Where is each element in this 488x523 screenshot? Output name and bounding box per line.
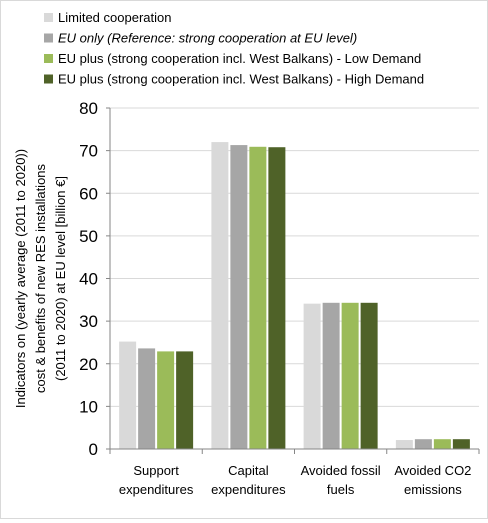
y-tick-label: 60 xyxy=(79,184,98,203)
y-tick-label: 30 xyxy=(79,312,98,331)
bar xyxy=(360,302,378,449)
bar xyxy=(395,440,413,449)
y-tick-label: 80 xyxy=(79,99,98,118)
y-tick-label: 50 xyxy=(79,227,98,246)
bar xyxy=(341,302,359,449)
legend-swatch xyxy=(44,13,53,22)
legend-label: EU plus (strong cooperation incl. West B… xyxy=(58,51,421,66)
y-tick-label: 70 xyxy=(79,142,98,161)
legend-item: EU only (Reference: strong cooperation a… xyxy=(44,31,357,46)
x-category-label: expenditures xyxy=(119,482,194,497)
x-category-label: expenditures xyxy=(211,482,286,497)
bar xyxy=(157,351,175,449)
bars xyxy=(119,142,470,450)
y-axis-label: Indicators on (yearly average (2011 to 2… xyxy=(13,149,68,408)
legend-swatch xyxy=(44,33,53,43)
legend-item: Limited cooperation xyxy=(44,10,171,25)
x-axis-category-labels: Support expenditures Capital expenditures Av… xyxy=(119,463,472,497)
legend-label: EU plus (strong cooperation incl. West B… xyxy=(58,72,424,87)
y-axis-title-line: cost & benefits of new RES installations xyxy=(33,163,48,393)
axes xyxy=(106,107,480,454)
bar xyxy=(268,147,286,449)
legend: Limited cooperation EU only (Reference: s… xyxy=(44,10,424,87)
bar xyxy=(176,351,194,449)
y-tick-label: 10 xyxy=(79,397,98,416)
bar xyxy=(414,439,432,449)
y-tick-label: 40 xyxy=(79,270,98,289)
bar xyxy=(230,145,248,450)
y-tick-label: 0 xyxy=(89,440,98,459)
y-axis-tick-labels: 0 10 20 30 40 50 60 70 80 xyxy=(79,99,98,459)
bar xyxy=(303,303,321,449)
legend-label: Limited cooperation xyxy=(58,10,171,25)
x-category-label: Avoided CO2 xyxy=(394,463,471,478)
bar xyxy=(211,142,229,449)
x-category-label: Capital xyxy=(228,463,269,478)
legend-item: EU plus (strong cooperation incl. West B… xyxy=(44,72,424,87)
x-category-label: emissions xyxy=(404,482,462,497)
bar xyxy=(433,439,451,449)
bar xyxy=(249,146,267,449)
bar xyxy=(322,302,340,449)
x-category-label: fuels xyxy=(327,482,355,497)
y-tick-label: 20 xyxy=(79,355,98,374)
bar xyxy=(119,341,137,449)
y-axis-title-line: Indicators on (yearly average (2011 to 2… xyxy=(13,149,28,408)
legend-swatch xyxy=(44,74,53,84)
legend-swatch xyxy=(44,54,53,63)
bar xyxy=(138,348,156,449)
x-category-label: Avoided fossil xyxy=(301,463,381,478)
y-axis-title-line: (2011 to 2020) at EU level [billion €] xyxy=(53,176,68,381)
legend-item: EU plus (strong cooperation incl. West B… xyxy=(44,51,421,66)
bar xyxy=(452,439,470,449)
x-category-label: Support xyxy=(133,463,179,478)
legend-label: EU only (Reference: strong cooperation a… xyxy=(58,31,357,46)
